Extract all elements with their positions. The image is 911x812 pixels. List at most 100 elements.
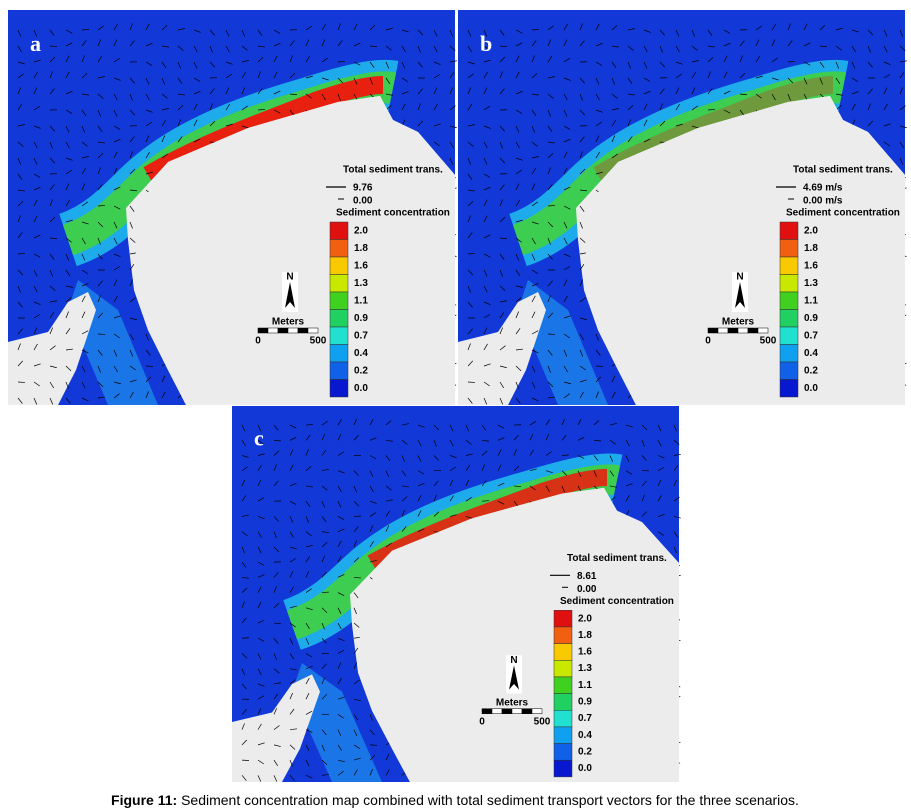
vector bbox=[659, 29, 665, 36]
vector bbox=[673, 453, 681, 456]
vector bbox=[369, 455, 377, 460]
vector bbox=[321, 694, 328, 700]
scale-end: 500 bbox=[310, 336, 327, 347]
vector bbox=[113, 57, 121, 63]
vector bbox=[723, 42, 731, 47]
vector bbox=[691, 87, 696, 95]
vector bbox=[241, 617, 247, 624]
vector bbox=[129, 317, 137, 321]
vector bbox=[481, 480, 487, 487]
colorbar-label: 0.2 bbox=[578, 747, 592, 758]
vector bbox=[595, 391, 599, 399]
vector bbox=[515, 90, 523, 95]
vector bbox=[273, 464, 277, 471]
vector bbox=[65, 55, 70, 63]
vector bbox=[337, 40, 343, 47]
vector bbox=[547, 205, 556, 207]
vector bbox=[161, 108, 169, 111]
vector bbox=[273, 439, 282, 442]
vector bbox=[337, 61, 346, 63]
vector bbox=[579, 333, 584, 341]
vector bbox=[321, 638, 327, 644]
vector bbox=[401, 440, 408, 445]
vector bbox=[899, 87, 903, 95]
vector bbox=[337, 574, 345, 578]
vector bbox=[113, 315, 121, 319]
vector bbox=[883, 141, 890, 147]
vector bbox=[627, 93, 635, 96]
colorbar-label: 2.0 bbox=[354, 225, 368, 236]
vector bbox=[289, 436, 297, 441]
vector bbox=[497, 500, 505, 505]
vector bbox=[65, 71, 70, 79]
vector bbox=[835, 77, 841, 85]
vector bbox=[593, 439, 601, 442]
vector bbox=[65, 199, 70, 207]
vector bbox=[691, 60, 699, 63]
vector bbox=[337, 662, 342, 669]
vector bbox=[353, 485, 357, 493]
vector bbox=[899, 105, 906, 111]
vector bbox=[257, 56, 264, 63]
vector bbox=[337, 77, 344, 84]
vector bbox=[579, 391, 584, 399]
vector bbox=[17, 397, 23, 404]
vector bbox=[515, 183, 520, 191]
vector bbox=[529, 421, 537, 426]
vector bbox=[417, 482, 425, 487]
vector bbox=[563, 109, 568, 117]
vector bbox=[241, 71, 247, 79]
vector bbox=[499, 312, 505, 319]
vector bbox=[17, 87, 22, 95]
vector bbox=[113, 186, 121, 191]
vector bbox=[81, 167, 87, 175]
caption-label: Figure 11: bbox=[111, 792, 177, 808]
vector bbox=[385, 499, 393, 502]
vector bbox=[209, 45, 213, 53]
vector bbox=[97, 39, 102, 47]
vector bbox=[369, 77, 373, 85]
colorbar-label: 1.8 bbox=[354, 243, 368, 254]
vector bbox=[641, 494, 645, 502]
vector bbox=[33, 381, 40, 387]
vector bbox=[483, 125, 491, 129]
vector bbox=[547, 312, 554, 319]
vector bbox=[257, 546, 262, 554]
vector-max: 4.69 m/s bbox=[803, 183, 843, 194]
vector bbox=[305, 465, 312, 471]
vector bbox=[305, 607, 313, 611]
vector bbox=[353, 61, 361, 66]
vector bbox=[241, 479, 246, 487]
vector bbox=[625, 483, 633, 487]
colorbar-swatch bbox=[553, 660, 573, 678]
vector bbox=[257, 653, 262, 660]
vector bbox=[563, 125, 571, 130]
vector bbox=[561, 485, 565, 493]
vector bbox=[513, 485, 521, 488]
vector bbox=[273, 744, 281, 747]
colorbar-swatch bbox=[553, 693, 573, 711]
scale-segment bbox=[727, 327, 739, 334]
vector bbox=[17, 189, 25, 192]
colorbar-label: 0.7 bbox=[354, 330, 368, 341]
vector bbox=[289, 571, 294, 578]
vector bbox=[17, 73, 24, 79]
vector bbox=[515, 42, 523, 47]
vector bbox=[467, 215, 471, 223]
vector bbox=[595, 77, 600, 85]
vector bbox=[433, 455, 439, 461]
vector bbox=[515, 141, 520, 149]
vector bbox=[611, 153, 618, 159]
colorbar-swatch bbox=[779, 221, 799, 240]
vector bbox=[129, 349, 134, 357]
vector bbox=[497, 449, 502, 456]
vector bbox=[337, 501, 342, 508]
vector bbox=[803, 42, 811, 47]
vector bbox=[97, 55, 103, 63]
vector bbox=[433, 74, 441, 79]
vector bbox=[353, 607, 357, 615]
vector bbox=[129, 264, 135, 271]
vector bbox=[707, 56, 714, 63]
vector bbox=[33, 234, 41, 239]
vector bbox=[657, 479, 662, 487]
